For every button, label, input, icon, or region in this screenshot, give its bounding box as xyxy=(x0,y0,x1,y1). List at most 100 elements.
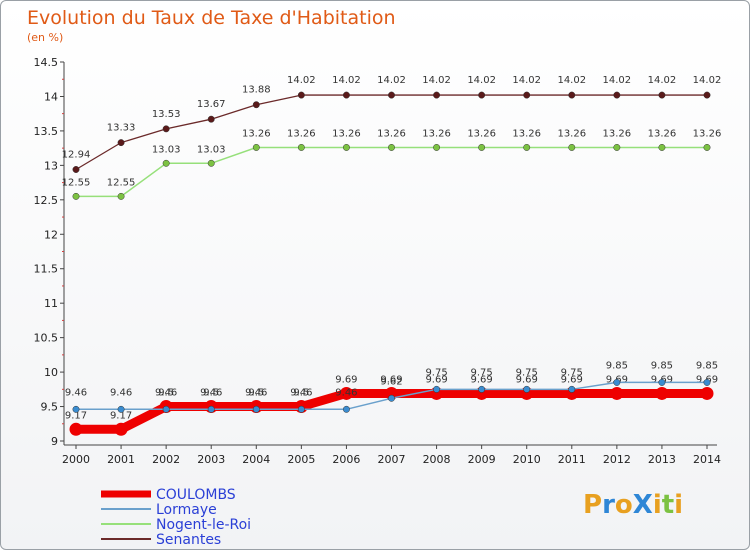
data-label-nogent-le-roi: 13.26 xyxy=(377,128,406,139)
data-label-lormaye: 9.46 xyxy=(110,387,132,398)
data-point-senantes xyxy=(658,91,666,99)
data-label-nogent-le-roi: 13.26 xyxy=(693,128,722,139)
data-point-senantes xyxy=(523,91,531,99)
data-point-coulombs xyxy=(655,386,669,400)
data-label-coulombs: 9.17 xyxy=(110,410,132,421)
data-label-lormaye: 9.75 xyxy=(561,367,583,378)
data-label-senantes: 13.53 xyxy=(152,109,181,120)
data-point-nogent-le-roi xyxy=(117,192,125,200)
data-point-coulombs xyxy=(610,386,624,400)
data-label-nogent-le-roi: 13.03 xyxy=(197,144,226,155)
y-tick-label: 11 xyxy=(44,297,58,310)
data-point-coulombs xyxy=(69,422,83,436)
data-point-nogent-le-roi xyxy=(478,143,486,151)
logo-letter: X xyxy=(632,490,653,520)
x-tick-label: 2000 xyxy=(62,453,90,466)
data-label-senantes: 14.02 xyxy=(512,75,541,86)
data-label-lormaye: 9.85 xyxy=(606,360,628,371)
data-point-lormaye xyxy=(523,385,531,393)
data-point-coulombs xyxy=(700,386,714,400)
data-point-nogent-le-roi xyxy=(658,143,666,151)
logo-letter: i xyxy=(674,490,684,520)
data-point-senantes xyxy=(568,91,576,99)
y-tick-label: 11.5 xyxy=(34,263,59,276)
data-point-lormaye xyxy=(117,405,125,413)
data-label-coulombs: 9.69 xyxy=(471,374,493,385)
data-label-senantes: 14.02 xyxy=(648,75,677,86)
data-point-senantes xyxy=(703,91,711,99)
data-label-coulombs: 9.69 xyxy=(516,374,538,385)
y-tick-label: 12 xyxy=(44,228,58,241)
data-label-senantes: 14.02 xyxy=(377,75,406,86)
legend-label-lormaye: Lormaye xyxy=(156,502,217,518)
data-point-senantes xyxy=(297,91,305,99)
x-tick-label: 2013 xyxy=(648,453,676,466)
y-tick-label: 9 xyxy=(51,435,58,448)
logo-letter: i xyxy=(652,490,662,520)
y-tick-label: 12.5 xyxy=(34,194,59,207)
data-label-nogent-le-roi: 13.26 xyxy=(422,128,451,139)
data-point-senantes xyxy=(207,115,215,123)
data-point-senantes xyxy=(72,166,80,173)
data-label-coulombs: 9.17 xyxy=(65,410,87,421)
data-label-nogent-le-roi: 13.26 xyxy=(512,128,541,139)
x-tick-label: 2006 xyxy=(332,453,360,466)
chart-title: Evolution du Taux de Taxe d'Habitation xyxy=(27,7,396,29)
data-label-coulombs: 9.5 xyxy=(293,388,309,399)
x-tick-label: 2005 xyxy=(287,453,315,466)
logo-letter: o xyxy=(614,490,633,520)
data-point-nogent-le-roi xyxy=(72,192,80,200)
logo-letter: r xyxy=(602,490,615,520)
data-point-lormaye xyxy=(658,378,666,386)
data-label-senantes: 14.02 xyxy=(693,75,722,86)
data-label-nogent-le-roi: 13.26 xyxy=(648,128,677,139)
data-label-senantes: 14.02 xyxy=(603,75,632,86)
data-label-coulombs: 9.69 xyxy=(425,374,447,385)
data-label-nogent-le-roi: 13.26 xyxy=(332,128,361,139)
y-tick-label: 10.5 xyxy=(34,332,59,345)
data-label-lormaye: 9.46 xyxy=(335,387,357,398)
data-point-coulombs xyxy=(385,386,398,400)
data-label-coulombs: 9.5 xyxy=(158,388,174,399)
data-point-nogent-le-roi xyxy=(162,159,170,167)
y-tick-label: 14 xyxy=(44,90,58,103)
data-point-lormaye xyxy=(207,405,215,413)
data-label-coulombs: 9.69 xyxy=(380,374,402,385)
data-label-senantes: 14.02 xyxy=(557,75,586,86)
data-label-nogent-le-roi: 13.26 xyxy=(603,128,632,139)
data-point-senantes xyxy=(613,91,621,99)
y-tick-label: 9.5 xyxy=(41,401,59,414)
proxiti-logo: ProXiti xyxy=(583,490,683,520)
data-point-lormaye xyxy=(568,385,576,393)
data-point-coulombs xyxy=(114,422,128,436)
data-label-coulombs: 9.5 xyxy=(203,388,219,399)
data-point-senantes xyxy=(117,139,125,147)
data-point-lormaye xyxy=(478,385,486,393)
data-label-lormaye: 9.75 xyxy=(425,367,447,378)
data-point-lormaye xyxy=(613,378,621,386)
x-tick-label: 2011 xyxy=(558,453,586,466)
data-label-nogent-le-roi: 13.03 xyxy=(152,144,181,155)
data-point-nogent-le-roi xyxy=(433,143,441,151)
data-point-lormaye xyxy=(72,405,80,413)
data-label-lormaye: 9.85 xyxy=(651,360,673,371)
data-point-senantes xyxy=(478,91,486,99)
data-label-nogent-le-roi: 13.26 xyxy=(557,128,586,139)
data-label-lormaye: 9.46 xyxy=(290,387,312,398)
data-point-senantes xyxy=(162,125,170,133)
data-point-nogent-le-roi xyxy=(388,143,395,151)
x-tick-label: 2014 xyxy=(693,453,721,466)
x-tick-label: 2002 xyxy=(152,453,180,466)
data-point-senantes xyxy=(252,101,260,109)
x-tick-label: 2009 xyxy=(468,453,496,466)
data-point-nogent-le-roi xyxy=(207,159,215,167)
x-tick-label: 2001 xyxy=(107,453,135,466)
x-tick-label: 2010 xyxy=(513,453,541,466)
data-point-lormaye xyxy=(433,385,441,393)
data-label-coulombs: 9.5 xyxy=(248,388,264,399)
data-point-lormaye xyxy=(388,394,395,402)
data-label-coulombs: 9.69 xyxy=(561,374,583,385)
data-point-nogent-le-roi xyxy=(613,143,621,151)
data-point-coulombs xyxy=(339,386,353,400)
